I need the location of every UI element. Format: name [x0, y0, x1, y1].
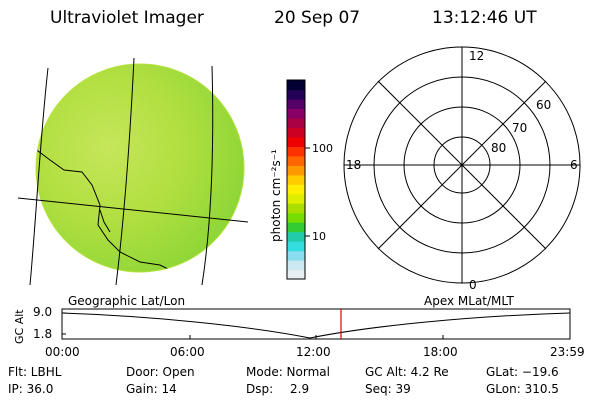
polar-hour-0: 0 — [469, 278, 477, 292]
colorbar-segment — [287, 241, 305, 252]
timeline-ytick-9: 9.0 — [33, 305, 53, 319]
colorbar — [286, 79, 310, 280]
colorbar-tick-100: 100 — [312, 142, 333, 155]
colorbar-segment — [287, 127, 305, 138]
info-ip: IP: 36.0 — [8, 382, 54, 396]
colorbar-segment — [287, 269, 305, 280]
info-filter: Flt: LBHL — [8, 365, 62, 379]
colorbar-unit-label: photon cm⁻²s⁻¹ — [269, 149, 283, 242]
colorbar-segment — [287, 117, 305, 128]
colorbar-segment — [287, 222, 305, 233]
timeline-ytick-1-8: 1.8 — [33, 327, 53, 341]
timeline-xtick-1200: 12:00 — [296, 345, 331, 359]
timeline-axis-label: GC Alt — [13, 309, 26, 344]
colorbar-segment — [287, 193, 305, 204]
timeline-xtick-1800: 18:00 — [423, 345, 458, 359]
polar-lat-70: 70 — [512, 121, 527, 135]
info-seq: Seq: 39 — [365, 382, 411, 396]
geographic-grid — [17, 57, 249, 286]
colorbar-segment — [287, 231, 305, 242]
info-glon: GLon: 310.5 — [486, 382, 559, 396]
timeline-xtick-0600: 06:00 — [170, 345, 205, 359]
info-dsp-value: 2.9 — [290, 382, 310, 396]
colorbar-segment — [287, 136, 305, 147]
colorbar-segment — [287, 146, 305, 157]
timeline-right-title: Apex MLat/MLT — [424, 294, 514, 308]
polar-hour-6: 6 — [570, 158, 578, 172]
colorbar-segment — [287, 165, 305, 176]
time-label: 13:12:46 UT — [432, 8, 537, 28]
uv-earth-disk — [35, 63, 245, 273]
colorbar-segment — [287, 98, 305, 110]
timeline-xtick-0000: 00:00 — [45, 345, 80, 359]
polar-hour-18: 18 — [346, 158, 361, 172]
polar-lat-60: 60 — [536, 98, 551, 112]
polar-lat-80: 80 — [491, 141, 506, 155]
info-gain: Gain: 14 — [126, 382, 177, 396]
colorbar-tick-10: 10 — [312, 230, 326, 243]
polar-plot — [343, 46, 581, 284]
colorbar-segment — [287, 250, 305, 261]
timeline-left-title: Geographic Lat/Lon — [68, 294, 186, 308]
colorbar-segment — [287, 212, 305, 223]
polar-hour-12: 12 — [469, 49, 484, 63]
info-glat: GLat: −19.6 — [486, 365, 559, 379]
info-gc-alt: GC Alt: 4.2 Re — [365, 365, 449, 379]
info-door: Door: Open — [126, 365, 195, 379]
timeline-panel — [61, 308, 571, 340]
colorbar-segment — [287, 155, 305, 166]
colorbar-segment — [287, 174, 305, 185]
colorbar-segment — [287, 260, 305, 271]
instrument-title: Ultraviolet Imager — [50, 8, 204, 28]
info-dsp-label: Dsp: — [246, 382, 274, 396]
colorbar-segment — [287, 108, 305, 119]
colorbar-segment — [287, 89, 305, 100]
info-mode: Mode: Normal — [246, 365, 330, 379]
date-label: 20 Sep 07 — [274, 8, 361, 28]
colorbar-segment — [287, 184, 305, 195]
colorbar-segment — [287, 203, 305, 214]
colorbar-segment — [287, 80, 305, 91]
timeline-xtick-2359: 23:59 — [550, 345, 585, 359]
